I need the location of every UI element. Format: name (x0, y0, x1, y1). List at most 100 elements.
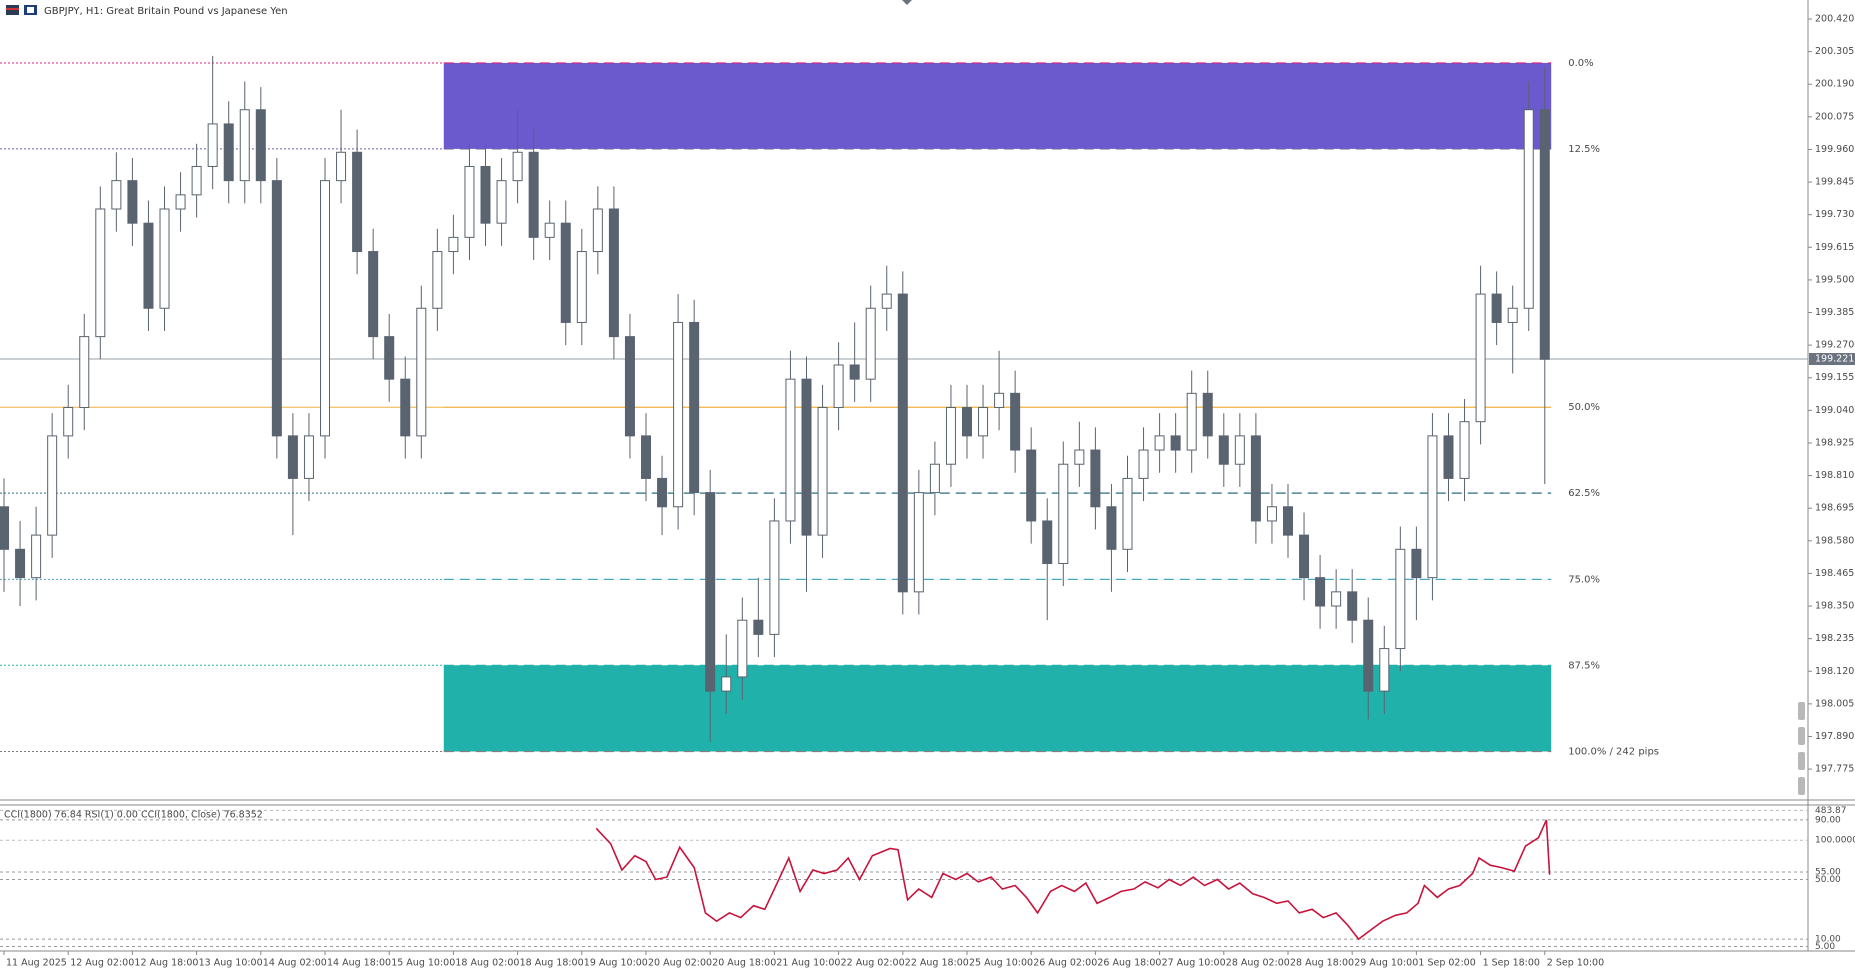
y-tick-label: 90.00 (1815, 815, 1841, 825)
y-tick-label: 198.005 (1815, 698, 1854, 709)
candle-body (416, 307, 427, 437)
y-tick-label: 198.235 (1815, 633, 1854, 644)
candle-body (1170, 435, 1181, 451)
indicator-line (595, 819, 1551, 941)
candle-body (1299, 534, 1310, 579)
y-tick-label: 199.270 (1815, 340, 1854, 351)
fib-level-label: 50.0% (1568, 402, 1600, 413)
y-tick-label: 198.350 (1815, 601, 1854, 612)
candle-body (1186, 392, 1197, 451)
candle-body (1459, 421, 1470, 479)
y-tick-label: 200.190 (1815, 79, 1854, 90)
y-tick-label: 10.00 (1815, 935, 1841, 945)
x-tick-label: 28 Aug 18:00 (1290, 958, 1354, 969)
indicator-legend: CCI(1800) 76.84 RSI(1) 0.00 CCI(1800, Cl… (4, 810, 263, 821)
candle-body (480, 165, 491, 224)
candle-body (994, 392, 1005, 409)
x-tick-label: 13 Aug 10:00 (199, 958, 263, 969)
scroll-buttons (1798, 702, 1805, 795)
candle-body (320, 180, 331, 437)
candle-body (432, 251, 443, 309)
candle-body (1523, 109, 1534, 309)
candle-body (1331, 591, 1342, 607)
y-tick-label: 198.580 (1815, 535, 1854, 546)
candle-body (1250, 435, 1261, 522)
candle-body (1074, 449, 1085, 465)
x-tick-label: 18 Aug 18:00 (520, 958, 584, 969)
candle-body (1106, 506, 1117, 550)
y-tick-label: 199.730 (1815, 209, 1854, 220)
fib-zone (443, 62, 1552, 149)
x-tick-label: 18 Aug 02:00 (455, 958, 519, 969)
candle-body (544, 222, 555, 238)
y-tick-label: 198.810 (1815, 470, 1854, 481)
y-tick-label: 198.695 (1815, 503, 1854, 514)
y-tick-label: 197.775 (1815, 764, 1854, 775)
candle-body (143, 222, 154, 309)
candle-body (191, 165, 202, 196)
candle-body (1042, 520, 1053, 564)
y-tick-label: 199.960 (1815, 144, 1854, 155)
candle-body (255, 109, 266, 182)
candle-body (1234, 435, 1245, 465)
candle-body (1539, 109, 1550, 360)
current-price-label: 199.221 (1815, 354, 1854, 365)
candle-body (159, 208, 170, 309)
x-tick-label: 21 Aug 10:00 (776, 958, 840, 969)
x-tick-label: 11 Aug 2025 (6, 958, 67, 969)
current-price-box (1809, 353, 1855, 366)
y-tick-label: 199.615 (1815, 242, 1854, 253)
candle-body (528, 151, 539, 238)
candle-body (1154, 435, 1165, 451)
x-tick-label: 20 Aug 02:00 (648, 958, 712, 969)
candle-body (769, 520, 780, 635)
x-tick-label: 1 Sep 02:00 (1418, 958, 1475, 969)
candle-body (303, 435, 314, 479)
candle-body (207, 123, 218, 167)
y-tick-label: 200.420 (1815, 14, 1854, 25)
candle-body (111, 180, 122, 210)
candle-body (576, 251, 587, 323)
y2-tick-label: 100.0000 (1815, 836, 1855, 846)
candle-body (785, 378, 796, 522)
x-tick-label: 28 Aug 02:00 (1226, 958, 1290, 969)
candle-body (15, 548, 26, 579)
candle-body (1363, 619, 1374, 692)
x-tick-label: 12 Aug 18:00 (134, 958, 198, 969)
y-tick-label: 200.075 (1815, 111, 1854, 122)
x-tick-label: 12 Aug 02:00 (70, 958, 134, 969)
candle-body (496, 180, 507, 224)
y-tick-label: 200.305 (1815, 46, 1854, 57)
candle-body (641, 435, 652, 479)
candle-body (929, 463, 940, 494)
candle-body (817, 407, 828, 536)
candle-body (737, 619, 748, 678)
candle-body (1282, 506, 1293, 536)
x-tick-label: 14 Aug 18:00 (327, 958, 391, 969)
candle-body (753, 619, 764, 635)
x-tick-label: 22 Aug 18:00 (905, 958, 969, 969)
candle-body (400, 378, 411, 437)
fib-level-label: 62.5% (1568, 488, 1600, 499)
fib-level-label: 87.5% (1568, 660, 1600, 671)
candle-body (223, 123, 234, 182)
x-tick-label: 20 Aug 18:00 (712, 958, 776, 969)
candle-body (448, 236, 459, 253)
candle-body (31, 534, 42, 579)
candle-body (127, 180, 138, 224)
candle-body (95, 208, 106, 338)
candle-body (1090, 449, 1101, 508)
candle-body (1218, 435, 1229, 465)
y-tick-label: 199.155 (1815, 372, 1854, 383)
y-tick-label: 197.890 (1815, 731, 1854, 742)
candle-body (1379, 648, 1390, 692)
candle-body (1026, 449, 1037, 522)
y-tick-label: 199.040 (1815, 405, 1854, 416)
scroll-marker (902, 0, 912, 5)
candle-body (1202, 392, 1213, 437)
candle-body (865, 307, 876, 380)
x-tick-label: 22 Aug 02:00 (841, 958, 905, 969)
candle-body (945, 407, 956, 465)
candle-body (1443, 435, 1454, 479)
chart-title: GBPJPY, H1: Great Britain Pound vs Japan… (44, 6, 288, 17)
